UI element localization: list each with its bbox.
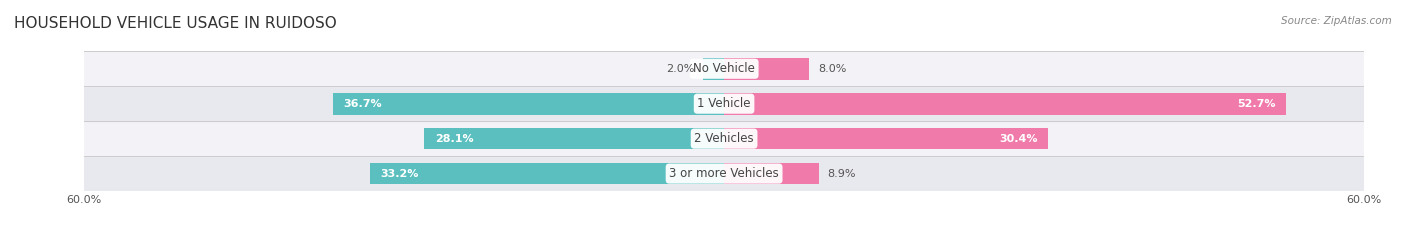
- Text: 30.4%: 30.4%: [1000, 134, 1038, 144]
- Bar: [84, 86, 1364, 121]
- Text: No Vehicle: No Vehicle: [693, 62, 755, 75]
- Bar: [333, 93, 724, 115]
- Bar: [370, 163, 724, 185]
- Text: HOUSEHOLD VEHICLE USAGE IN RUIDOSO: HOUSEHOLD VEHICLE USAGE IN RUIDOSO: [14, 16, 337, 31]
- Text: 2 Vehicles: 2 Vehicles: [695, 132, 754, 145]
- Text: 1 Vehicle: 1 Vehicle: [697, 97, 751, 110]
- Bar: [703, 58, 724, 80]
- Bar: [724, 93, 1286, 115]
- Bar: [724, 128, 1049, 150]
- Text: Source: ZipAtlas.com: Source: ZipAtlas.com: [1281, 16, 1392, 26]
- Text: 36.7%: 36.7%: [343, 99, 382, 109]
- Text: 33.2%: 33.2%: [381, 169, 419, 178]
- Bar: [724, 163, 818, 185]
- Bar: [84, 121, 1364, 156]
- Bar: [84, 156, 1364, 191]
- Bar: [425, 128, 724, 150]
- Bar: [84, 51, 1364, 86]
- Bar: [724, 58, 810, 80]
- Text: 8.9%: 8.9%: [828, 169, 856, 178]
- Text: 2.0%: 2.0%: [666, 64, 695, 74]
- Text: 52.7%: 52.7%: [1237, 99, 1275, 109]
- Text: 3 or more Vehicles: 3 or more Vehicles: [669, 167, 779, 180]
- Text: 8.0%: 8.0%: [818, 64, 846, 74]
- Text: 28.1%: 28.1%: [434, 134, 474, 144]
